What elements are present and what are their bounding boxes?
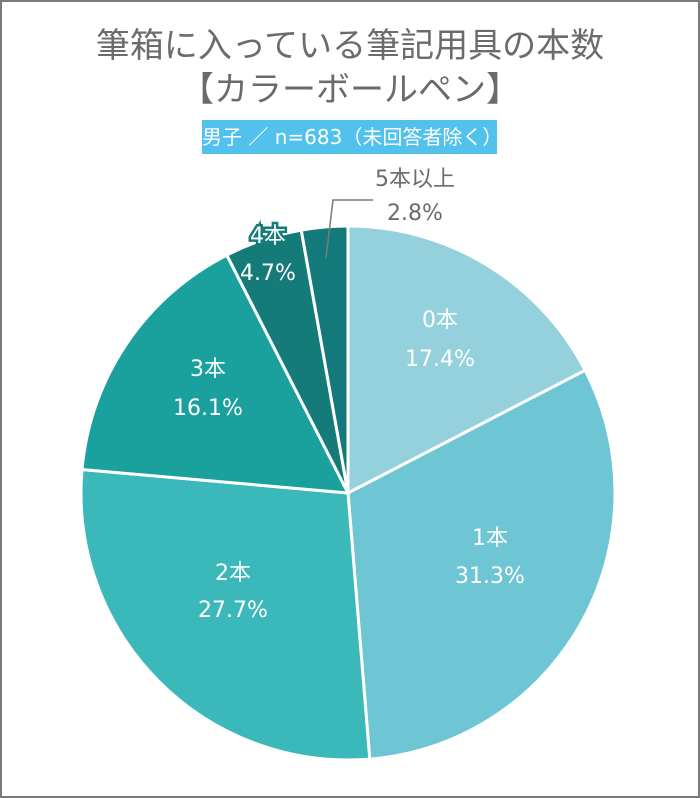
slice-label-value: 2.8%	[387, 201, 443, 226]
slice-label-category: 1本	[472, 526, 508, 551]
slice-label-category: 0本	[422, 308, 458, 333]
pie-slice-3	[80, 253, 350, 495]
pie-slice-1	[346, 368, 617, 761]
sample-size-badge: 男子 ／ n=683（未回答者除く）	[202, 120, 502, 154]
slice-label-value: 27.7%	[198, 598, 268, 623]
pie-slice-0	[346, 224, 587, 495]
chart-title-line1: 筆箱に入っている筆記用具の本数	[95, 26, 605, 66]
slice-label-category: 3本	[190, 357, 226, 382]
pie-slices	[79, 224, 617, 762]
leader-line	[325, 199, 373, 259]
slice-label-category: 2本	[215, 561, 251, 586]
slice-label-value: 17.4%	[405, 347, 475, 372]
slice-label-value: 4.7%	[240, 261, 296, 286]
slice-label-value: 31.3%	[455, 564, 525, 589]
pie-slice-5	[299, 224, 350, 495]
chart-title-line2: 【カラーボールペン】	[180, 70, 520, 110]
slice-label-category: 4本	[250, 224, 286, 249]
slice-label-category: 5本以上	[375, 167, 455, 192]
pie-slice-2	[79, 468, 372, 762]
slice-label-value: 16.1%	[173, 396, 243, 421]
pie-labels: 0本 17.4% 1本 31.3% 2本 27.7% 3本 16.1% 4本 4.7% 5本以上 2.…	[173, 167, 525, 623]
